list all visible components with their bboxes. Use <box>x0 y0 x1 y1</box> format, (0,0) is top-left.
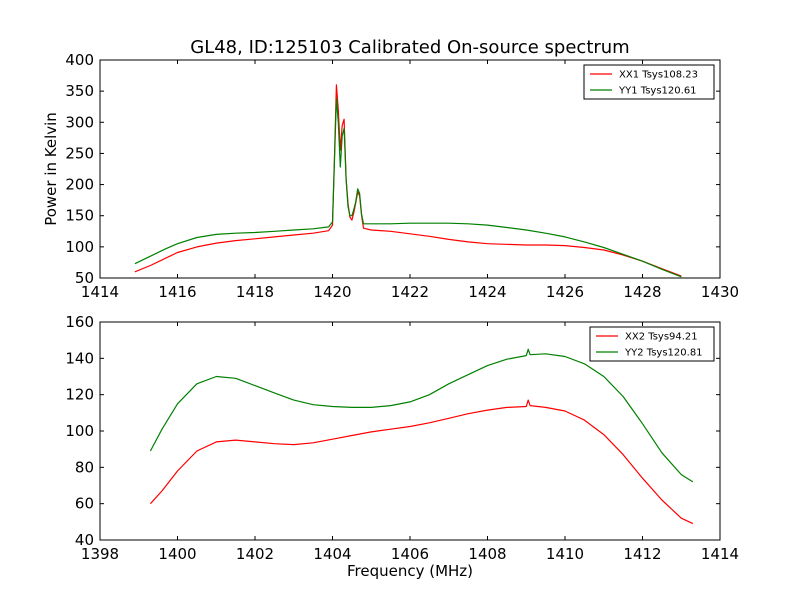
series-line-2-2 <box>149 348 694 483</box>
x-tick-label: 1414 <box>701 545 739 563</box>
x-tick-label: 1402 <box>236 545 274 563</box>
legend-box <box>589 326 715 362</box>
legend-label: XX1 Tsys108.23 <box>619 70 698 81</box>
chart-title: GL48, ID:125103 Calibrated On-source spe… <box>190 37 629 58</box>
legend-label: XX2 Tsys94.21 <box>625 332 698 343</box>
x-tick-label: 1418 <box>236 283 274 301</box>
legend: XX2 Tsys94.21 YY2 Tsys120.81 <box>589 326 715 362</box>
x-tick-label: 1398 <box>81 545 119 563</box>
series-line-1-2 <box>134 97 682 278</box>
x-tick-label: 1414 <box>81 283 119 301</box>
y-axis-title: Power in Kelvin <box>42 112 60 226</box>
y-tick-label: 250 <box>65 144 94 162</box>
y-tick-label: 140 <box>65 349 94 367</box>
x-tick-label: 1404 <box>313 545 351 563</box>
y-tick-label: 300 <box>65 113 94 131</box>
x-tick-label: 1412 <box>623 545 661 563</box>
y-tick-label: 150 <box>65 207 94 225</box>
x-tick-label: 1410 <box>546 545 584 563</box>
legend: XX1 Tsys108.23 YY1 Tsys120.61 <box>583 64 715 100</box>
y-tick-label: 120 <box>65 386 94 404</box>
legend-box <box>583 64 715 100</box>
series-line-2-1 <box>149 399 694 525</box>
x-tick-label: 1420 <box>313 283 351 301</box>
x-tick-label: 1406 <box>391 545 429 563</box>
chart-panel-2: 1398 1400 1402 1404 1406 1408 1410 1412 1414 40 60… <box>65 313 739 580</box>
series-line-1-1 <box>134 84 682 277</box>
y-tick-label: 100 <box>65 422 94 440</box>
y-tick-label: 50 <box>75 269 94 287</box>
y-tick-label: 40 <box>75 531 94 549</box>
x-tick-label: 1428 <box>623 283 661 301</box>
y-tick-label: 100 <box>65 238 94 256</box>
x-tick-label: 1422 <box>391 283 429 301</box>
y-tick-label: 160 <box>65 313 94 331</box>
y-tick-label: 80 <box>75 458 94 476</box>
y-tick-label: 350 <box>65 82 94 100</box>
chart-panel-1: 1414 1416 1418 1420 1422 1424 1426 1428 1430 50 10… <box>42 51 739 301</box>
x-tick-label: 1416 <box>158 283 196 301</box>
y-tick-label: 200 <box>65 176 94 194</box>
x-tick-label: 1426 <box>546 283 584 301</box>
x-tick-label: 1424 <box>468 283 506 301</box>
x-tick-label: 1408 <box>468 545 506 563</box>
y-tick-label: 60 <box>75 495 94 513</box>
y-tick-label: 400 <box>65 51 94 69</box>
x-axis-title: Frequency (MHz) <box>347 562 473 580</box>
x-tick-label: 1430 <box>701 283 739 301</box>
legend-label: YY2 Tsys120.81 <box>624 348 703 359</box>
legend-label: YY1 Tsys120.61 <box>618 86 697 97</box>
x-tick-label: 1400 <box>158 545 196 563</box>
